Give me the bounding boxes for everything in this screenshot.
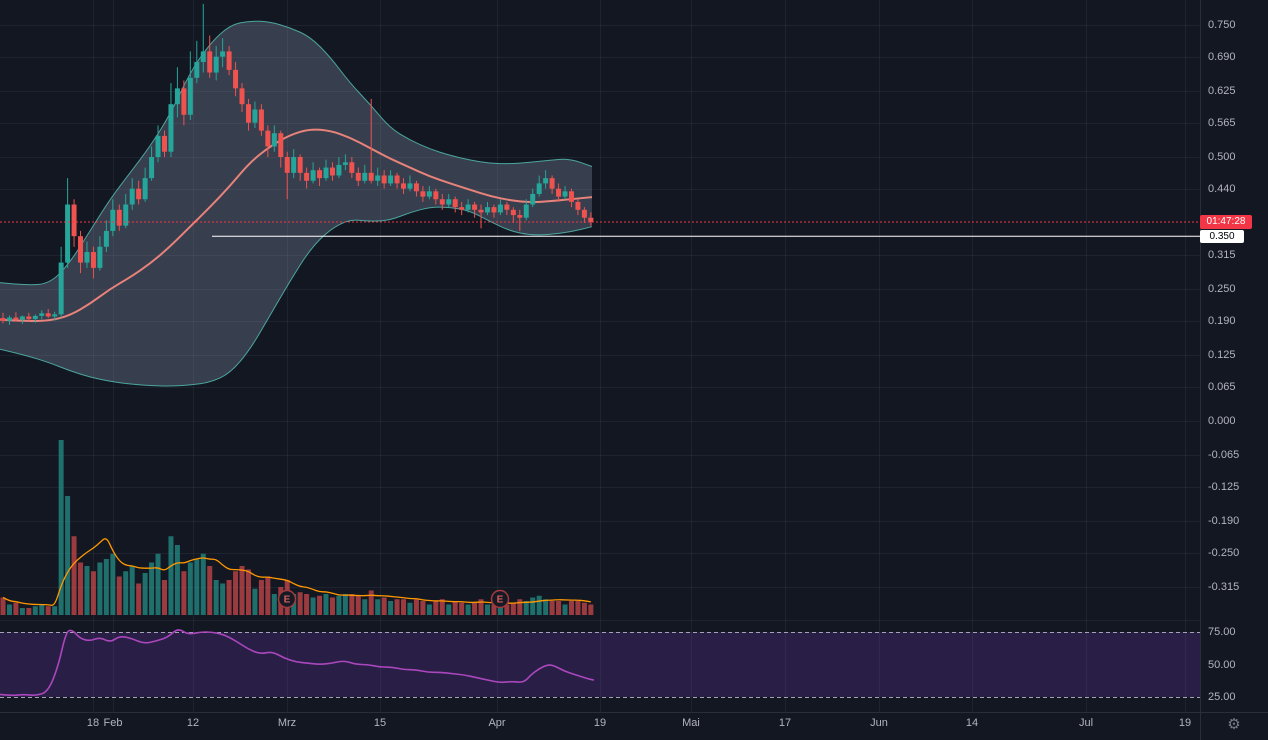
earnings-marker[interactable]: E (490, 589, 510, 609)
rsi-line (0, 629, 595, 697)
time-axis-label: Feb (103, 717, 123, 729)
time-axis-label: Jul (1078, 717, 1094, 729)
bollinger-upper-line (0, 20, 593, 286)
price-axis[interactable]: 01:47:28 0.350 0.750 0.690 0.625 0.565 0.500… (1200, 0, 1268, 712)
price-axis-label: -0.250 (1208, 547, 1240, 559)
bollinger-band (0, 20, 593, 387)
price-axis-label: 0.000 (1208, 415, 1236, 427)
grid-lines (0, 0, 1200, 712)
price-axis-label: 0.565 (1208, 116, 1236, 129)
rsi-axis-label: 25.00 (1208, 691, 1236, 703)
settings-gear-icon[interactable]: ⚙ (1227, 716, 1241, 733)
time-axis-label: 19 (1178, 717, 1192, 729)
time-axis-label: 19 (593, 717, 607, 729)
price-axis-label: 0.065 (1208, 380, 1236, 393)
price-axis-label: -0.125 (1208, 481, 1240, 493)
price-axis-label: 0.190 (1208, 314, 1236, 327)
time-axis-label: 17 (778, 717, 792, 729)
time-axis-label: Jun (870, 717, 888, 729)
time-axis[interactable]: 18 Feb 12 Mrz 15 Apr 19 Mai 17 Jun 14 Jul 19 (0, 712, 1268, 740)
svg-text:E: E (284, 595, 291, 606)
time-axis-label: 15 (373, 717, 387, 729)
bollinger-lower-line (0, 206, 593, 387)
candlestick-series (0, 3, 594, 325)
time-axis-label: 14 (965, 717, 979, 729)
price-axis-label: 0.440 (1208, 182, 1236, 195)
svg-text:E: E (497, 595, 504, 606)
ray-price-badge: 0.350 (1200, 230, 1244, 243)
time-axis-label: Apr (488, 717, 506, 729)
price-axis-label: 0.250 (1208, 283, 1236, 295)
price-axis-label: 0.125 (1208, 349, 1236, 361)
rsi-axis-label: 75.00 (1208, 626, 1236, 638)
earnings-marker[interactable]: E (277, 589, 297, 609)
countdown-badge: 01:47:28 (1200, 215, 1252, 229)
price-axis-label: 0.750 (1208, 19, 1236, 31)
price-axis-label: -0.315 (1208, 581, 1240, 594)
bollinger-basis-line (0, 128, 593, 322)
rsi-axis-label: 50.00 (1208, 658, 1236, 671)
price-axis-label: -0.065 (1208, 449, 1240, 462)
time-axis-label: Mrz (277, 717, 297, 729)
time-axis-label: Mai (682, 717, 700, 729)
price-axis-label: 0.315 (1208, 248, 1236, 261)
price-axis-label: -0.190 (1208, 515, 1240, 528)
volume-ma-line (2, 538, 591, 606)
price-axis-label: 0.690 (1208, 50, 1236, 63)
time-axis-label: 18 (86, 717, 100, 729)
rsi-pane (0, 629, 1200, 698)
time-axis-label: 12 (186, 717, 200, 729)
price-axis-label: 0.500 (1208, 151, 1236, 163)
rsi-band-fill (0, 632, 1200, 697)
price-axis-label: 0.625 (1208, 85, 1236, 97)
